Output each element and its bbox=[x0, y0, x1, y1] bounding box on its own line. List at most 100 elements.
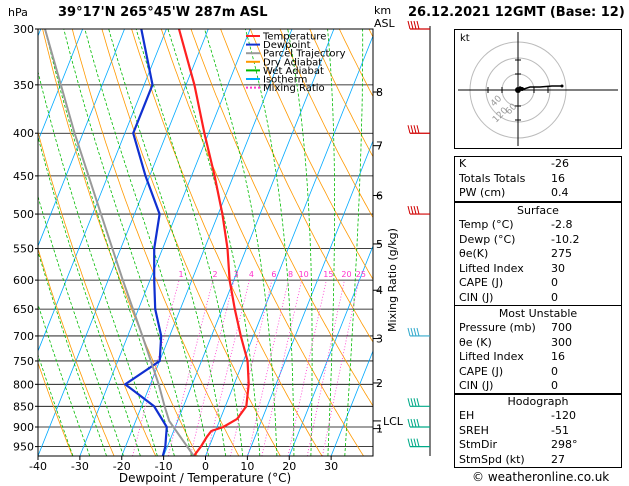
mixing-ratio-line bbox=[261, 280, 303, 456]
profile-lines bbox=[44, 29, 250, 456]
temperature-tick-label: -30 bbox=[71, 460, 89, 473]
pressure-tick-label: 950 bbox=[13, 441, 34, 454]
mixing-ratio-line bbox=[247, 280, 289, 456]
mixing-ratio-line bbox=[322, 280, 360, 456]
temperature-line bbox=[177, 29, 250, 456]
wind-barb-feather bbox=[407, 438, 411, 447]
dewpoint-line bbox=[123, 29, 168, 456]
mixing-ratio-axis-title: Mixing Ratio (g/kg) bbox=[386, 228, 399, 332]
km-tick-label: 3 bbox=[376, 333, 383, 346]
x-axis-title: Dewpoint / Temperature (°C) bbox=[119, 471, 291, 485]
dry-adiabat bbox=[190, 29, 373, 407]
pressure-tick-label: 850 bbox=[13, 400, 34, 413]
temperature-tick-label: 0 bbox=[202, 460, 209, 473]
dry-adiabat bbox=[71, 29, 240, 456]
pressure-tick-label: 800 bbox=[13, 378, 34, 391]
hodograph-table: Hodograph EH -120 SREH -51 StmDir 298° StmS… bbox=[454, 393, 622, 468]
legend-label: Isotherm bbox=[263, 75, 307, 86]
wind-barb-feather bbox=[407, 327, 411, 337]
pressure-tick-label: 700 bbox=[13, 330, 34, 343]
mixing-ratio-line bbox=[287, 280, 327, 456]
wind-barb-feather bbox=[413, 398, 417, 407]
wet-adiabat bbox=[344, 29, 364, 456]
hodograph: kt 120 60 40 bbox=[454, 29, 622, 149]
hodograph-unit: kt bbox=[460, 33, 470, 44]
wind-barb-feather bbox=[416, 327, 420, 337]
wet-adiabat bbox=[38, 135, 141, 456]
pressure-tick-label: 900 bbox=[13, 421, 34, 434]
temperature-tick-label: -10 bbox=[155, 460, 173, 473]
km-tick-label: 4 bbox=[376, 284, 383, 297]
mixing-ratio-label: 10 bbox=[299, 270, 309, 279]
wind-barb-feather bbox=[416, 418, 420, 428]
pressure-tick-label: 300 bbox=[13, 23, 34, 36]
wind-barb-feather bbox=[407, 125, 411, 134]
wet-adiabat bbox=[108, 29, 226, 456]
km-tick-label: 6 bbox=[376, 189, 383, 202]
dry-adiabat bbox=[428, 29, 452, 456]
mixing-ratio-label: 6 bbox=[271, 270, 276, 279]
isotherm bbox=[372, 454, 373, 456]
wet-adiabat bbox=[38, 303, 91, 456]
hodograph-title: Hodograph bbox=[507, 395, 569, 408]
wet-adiabat bbox=[63, 29, 192, 456]
mixing-ratio-label: 25 bbox=[356, 270, 366, 279]
wind-barb-feather bbox=[410, 327, 414, 337]
mixing-ratio-line bbox=[189, 279, 235, 456]
wind-barb-feather bbox=[410, 438, 414, 447]
wind-barb-feather bbox=[407, 398, 411, 407]
axes: 3003504004505005506006507007508008509009… bbox=[13, 23, 338, 473]
legend-label: Parcel Trajectory bbox=[263, 49, 346, 60]
dry-adiabat bbox=[309, 29, 373, 158]
legend-label: Dewpoint bbox=[263, 40, 311, 51]
mixing-ratio-label: 2 bbox=[212, 270, 217, 279]
km-tick-label: 7 bbox=[376, 140, 383, 153]
wind-barb-feather bbox=[413, 327, 417, 337]
wet-adiabat bbox=[135, 29, 244, 456]
station-location: 39°17'N 265°45'W 287m ASL bbox=[58, 5, 268, 20]
dry-adiabat bbox=[131, 29, 323, 456]
wet-adiabat bbox=[327, 29, 336, 456]
km-tick-label: 1 bbox=[376, 423, 383, 436]
mixing-ratio-label: 8 bbox=[288, 270, 293, 279]
wet-adiabat bbox=[38, 353, 74, 456]
wind-barb-feather bbox=[416, 205, 420, 215]
surface-title: Surface bbox=[517, 204, 559, 217]
wind-barb-feather bbox=[416, 20, 420, 30]
pressure-tick-label: 450 bbox=[13, 170, 34, 183]
mixing-ratio-label: 3 bbox=[233, 270, 238, 279]
dry-adiabat bbox=[38, 247, 115, 456]
pressure-tick-label: 550 bbox=[13, 243, 34, 256]
pressure-tick-label: 500 bbox=[13, 208, 34, 221]
mixing-ratio-line bbox=[230, 279, 273, 456]
wind-barb-feather bbox=[413, 20, 417, 30]
background-grid: 1 2 3 4 6 8 10 15 20 25 bbox=[38, 29, 452, 456]
dry-adiabat bbox=[249, 29, 373, 281]
wind-barb-feather bbox=[410, 125, 414, 134]
wind-barb-feather bbox=[416, 438, 420, 447]
surface-table: Surface Temp (°C) -2.8 Dewp (°C) -10.2 θe(… bbox=[454, 202, 622, 306]
mixing-ratio-line bbox=[306, 280, 345, 456]
wet-adiabat bbox=[245, 29, 295, 456]
wind-barb-feather bbox=[407, 205, 411, 215]
wind-barb-feather bbox=[416, 125, 420, 134]
parcel-trajectory-line bbox=[44, 29, 195, 456]
pressure-tick-label: 750 bbox=[13, 355, 34, 368]
wind-barb-feather bbox=[410, 20, 414, 30]
mixing-ratio-label: 15 bbox=[323, 270, 333, 279]
dry-adiabat bbox=[399, 29, 452, 456]
legend-label: Wet Adiabat bbox=[263, 66, 324, 77]
mixing-ratio-line bbox=[206, 280, 250, 456]
isotherm bbox=[38, 29, 209, 456]
pressure-tick-label: 600 bbox=[13, 274, 34, 287]
isotherm bbox=[330, 349, 373, 456]
wind-barb-feather bbox=[410, 418, 414, 428]
datetime: 26.12.2021 12GMT (Base: 12) bbox=[408, 5, 625, 20]
wet-adiabat bbox=[167, 29, 261, 456]
lcl-label: LCL bbox=[383, 415, 404, 428]
mixing-ratio-line bbox=[167, 279, 214, 456]
isotherm bbox=[288, 244, 373, 456]
wind-barb-feather bbox=[416, 398, 420, 407]
